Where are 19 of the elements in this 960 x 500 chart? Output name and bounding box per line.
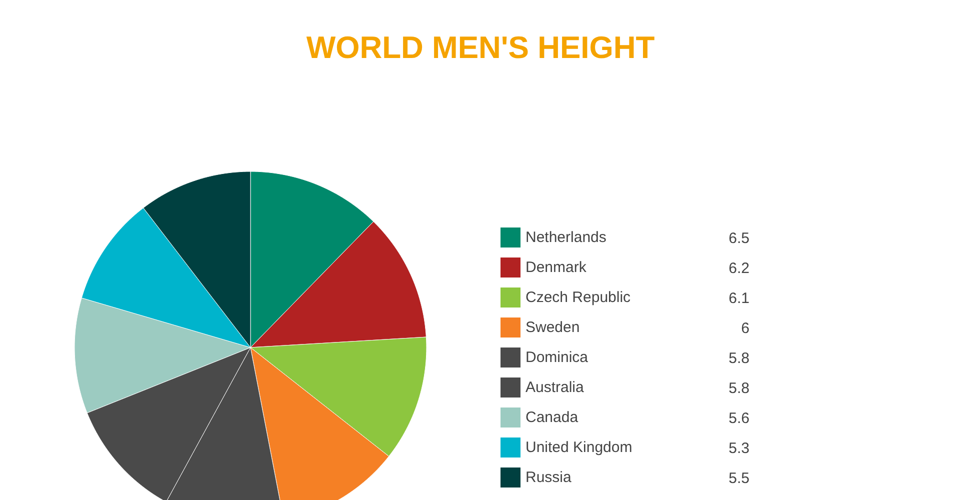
- data-label: 5.5: [728, 470, 750, 487]
- legend-label: Russia: [526, 469, 572, 486]
- legend-label: Canada: [526, 409, 579, 426]
- legend-label: Australia: [526, 379, 585, 396]
- data-label: 5.6: [728, 410, 750, 427]
- legend-label: Sweden: [526, 319, 580, 336]
- data-label: 5.8: [728, 350, 750, 367]
- data-label: 5.3: [728, 440, 750, 457]
- legend-label: Denmark: [526, 259, 587, 276]
- legend-label: United Kingdom: [526, 439, 632, 456]
- legend-label: Czech Republic: [526, 289, 632, 306]
- legend-label: Dominica: [526, 349, 589, 366]
- chart-title: WORLD MEN'S HEIGHT: [306, 30, 655, 65]
- data-label: 6.1: [728, 290, 750, 307]
- data-label: 6: [741, 320, 750, 337]
- legend-label: Netherlands: [526, 229, 606, 246]
- data-label: 6.5: [728, 230, 750, 247]
- data-label: 6.2: [728, 260, 750, 277]
- data-label: 5.8: [728, 380, 750, 397]
